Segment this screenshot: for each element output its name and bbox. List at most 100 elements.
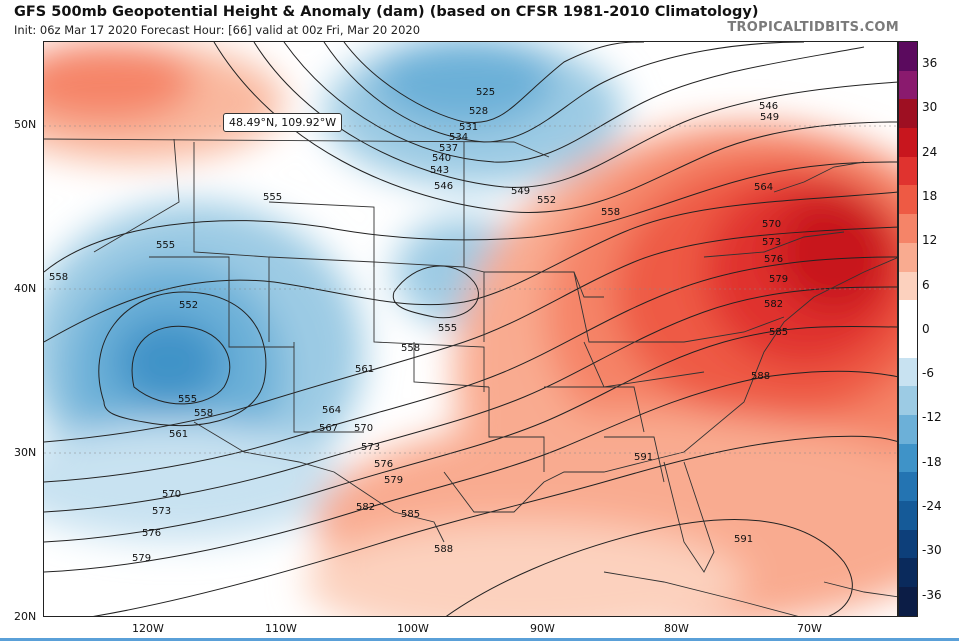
colorbar-swatch: [899, 501, 917, 530]
colorbar-swatch: [899, 156, 917, 186]
contour-label: 552: [179, 300, 198, 311]
contour-label: 537: [439, 143, 458, 154]
contour-label: 546: [434, 181, 453, 192]
contour-label: 558: [194, 408, 213, 419]
map-canvas: 525 528 531 534 537 540 543 546 546 549 …: [44, 42, 897, 616]
colorbar-label: 0: [922, 321, 930, 336]
contour-label: 549: [511, 186, 530, 197]
colorbar-swatch: [899, 558, 917, 588]
colorbar-label: 12: [922, 233, 938, 248]
contour-label: 531: [459, 122, 478, 133]
contour-label: 534: [449, 132, 468, 143]
contour-label: 591: [634, 452, 653, 463]
contour-label: 564: [754, 182, 773, 193]
contour-label: 573: [762, 237, 781, 248]
map-panel[interactable]: 525 528 531 534 537 540 543 546 546 549 …: [43, 41, 898, 617]
anomaly-field: [44, 42, 897, 616]
cursor-coordinate-readout: 48.49°N, 109.92°W: [223, 113, 343, 132]
colorbar-label: -36: [922, 587, 942, 602]
contour-label: 555: [156, 240, 175, 251]
lat-label: 40N: [14, 282, 37, 295]
colorbar-swatch: [899, 128, 917, 157]
colorbar-swatch: [899, 472, 917, 501]
colorbar-swatch: [899, 42, 917, 71]
lon-label: 80W: [664, 622, 689, 635]
contour-label: 579: [384, 475, 403, 486]
colorbar-label: -24: [922, 499, 942, 513]
colorbar-label: -6: [922, 366, 934, 381]
contour-label: 573: [152, 506, 171, 517]
contour-label: 555: [263, 192, 282, 203]
contour-label: 591: [734, 534, 753, 545]
contour-label: 588: [751, 371, 770, 382]
colorbar-swatch: [899, 386, 917, 415]
height-contours: [44, 42, 897, 616]
lat-label: 30N: [14, 446, 37, 459]
contour-label: 546: [759, 101, 778, 112]
colorbar-swatch: [899, 328, 917, 358]
colorbar-label: -30: [922, 543, 942, 558]
lon-label: 100W: [397, 622, 429, 635]
page-title: GFS 500mb Geopotential Height & Anomaly …: [14, 4, 759, 20]
colorbar-swatch: [899, 587, 917, 616]
forecast-info: Init: 06z Mar 17 2020 Forecast Hour: [66…: [14, 23, 421, 37]
bottom-strip: [0, 638, 959, 641]
contour-label: 579: [132, 553, 151, 564]
contour-label: 525: [476, 87, 495, 98]
colorbar-swatch: [899, 70, 917, 100]
colorbar-label: 24: [922, 144, 938, 159]
lon-label: 120W: [132, 622, 164, 635]
colorbar-swatch: [899, 214, 917, 243]
contour-label: 558: [401, 343, 420, 354]
lon-label: 110W: [265, 622, 297, 635]
lon-label: 70W: [797, 622, 822, 635]
colorbar-label: 36: [922, 56, 938, 70]
lon-label: 90W: [530, 622, 555, 635]
colorbar-swatch: [899, 271, 917, 301]
brand-watermark: TROPICALTIDBITS.COM: [727, 20, 899, 35]
contour-label: 570: [162, 489, 181, 500]
contour-label: 576: [142, 528, 161, 539]
colorbar-swatch: [899, 414, 917, 444]
political-boundaries: [44, 138, 897, 616]
colorbar-swatch: [899, 529, 917, 559]
contour-label: 564: [322, 405, 341, 416]
contour-label: 555: [438, 323, 457, 334]
contour-labels: 525 528 531 534 537 540 543 546 546 549 …: [49, 87, 788, 564]
lat-label: 50N: [14, 118, 37, 131]
contour-label: 549: [760, 112, 779, 123]
contour-label: 561: [355, 364, 374, 375]
contour-label: 585: [769, 327, 788, 338]
colorbar-label: -12: [922, 410, 942, 425]
colorbar-label: -18: [922, 454, 942, 469]
colorbar-swatch: [899, 443, 917, 473]
contour-label: 576: [374, 459, 393, 470]
colorbar-label: 30: [922, 100, 938, 115]
colorbar-label: 6: [922, 277, 930, 292]
contour-label: 570: [762, 219, 781, 230]
colorbar-swatch: [899, 357, 917, 387]
contour-label: 582: [764, 299, 783, 310]
colorbar-label: 18: [922, 188, 938, 203]
contour-label: 573: [361, 442, 380, 453]
colorbar-swatch: [899, 300, 917, 329]
contour-label: 558: [49, 272, 68, 283]
contour-label: 576: [764, 254, 783, 265]
contour-label: 528: [469, 106, 488, 117]
contour-label: 555: [178, 394, 197, 405]
contour-label: 579: [769, 274, 788, 285]
contour-label: 585: [401, 509, 420, 520]
contour-label: 567: [319, 423, 338, 434]
contour-label: 558: [601, 207, 620, 218]
contour-label: 588: [434, 544, 453, 555]
contour-label: 552: [537, 195, 556, 206]
colorbar-swatch: [899, 185, 917, 215]
contour-label: 543: [430, 165, 449, 176]
colorbar-swatch: [899, 99, 917, 129]
lat-label: 20N: [14, 610, 37, 623]
colorbar: [898, 41, 918, 617]
colorbar-swatch: [899, 242, 917, 272]
contour-label: 570: [354, 423, 373, 434]
contour-label: 561: [169, 429, 188, 440]
contour-label: 582: [356, 502, 375, 513]
